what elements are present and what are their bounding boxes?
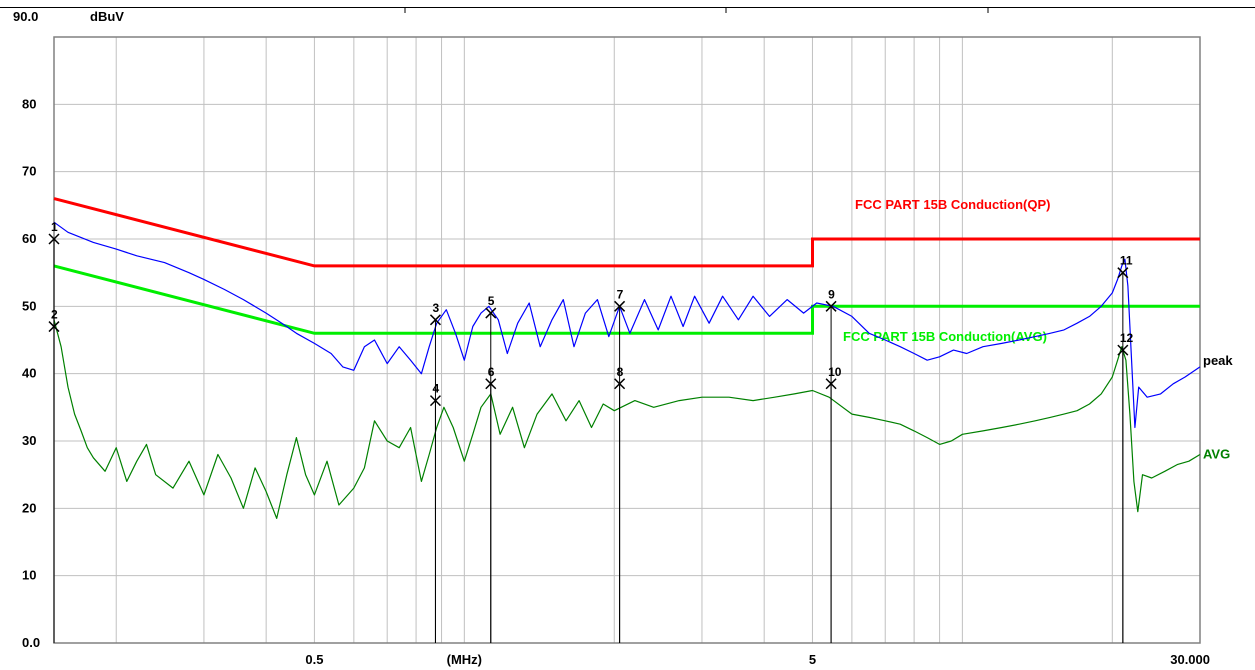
- marker-cross: [825, 378, 837, 390]
- limit-line: [53, 197, 1200, 268]
- marker-cross: [1117, 267, 1129, 279]
- y-tick-labels: 0.0 10 20 30 40 50 60 70 80 90.0: [13, 9, 40, 650]
- y-tick-label: 40: [22, 366, 36, 381]
- x-tick-label: 5: [809, 652, 816, 667]
- marker-label: 12: [1120, 331, 1134, 345]
- limit-line-label: FCC PART 15B Conduction(AVG): [843, 329, 1047, 344]
- y-tick-label: 20: [22, 500, 36, 515]
- x-tick-label: 0.5: [305, 652, 323, 667]
- marker-cross: [614, 378, 626, 390]
- trace-label: AVG: [1203, 446, 1230, 461]
- marker-cross: [48, 233, 60, 245]
- limit-lines: FCC PART 15B Conduction(QP) FCC PART 15B …: [53, 197, 1200, 344]
- y-tick-label: 50: [22, 298, 36, 313]
- marker-cross: [1117, 344, 1129, 356]
- marker-label: 2: [51, 308, 58, 322]
- trace-line: [53, 319, 1201, 520]
- y-tick-label: 0.0: [22, 635, 40, 650]
- y-tick-label: 10: [22, 568, 36, 583]
- marker-label: 10: [828, 365, 842, 379]
- marker-cross: [614, 300, 626, 312]
- marker-cross: [429, 395, 441, 407]
- marker-label: 11: [1120, 254, 1133, 268]
- marker-label: 6: [488, 365, 495, 379]
- x-tick-label: (MHz): [447, 652, 482, 667]
- limit-line: [53, 264, 1200, 335]
- marker-cross: [485, 378, 497, 390]
- y-tick-label: 90.0: [13, 9, 38, 24]
- marker-label: 9: [828, 287, 835, 301]
- marker-label: 8: [617, 365, 624, 379]
- marker-cross: [48, 321, 60, 333]
- y-tick-label: 80: [22, 96, 36, 111]
- trace-label: peak: [1203, 353, 1233, 368]
- marker-cross: [825, 300, 837, 312]
- x-tick-labels: 0.5 (MHz) 5 30.000: [305, 652, 1210, 667]
- limit-line-label: FCC PART 15B Conduction(QP): [855, 197, 1050, 212]
- marker-label: 5: [488, 294, 495, 308]
- grid: [54, 37, 1200, 643]
- y-tick-label: 30: [22, 433, 36, 448]
- y-tick-label: 70: [22, 164, 36, 179]
- marker-label: 4: [432, 382, 439, 396]
- marker-label: 1: [51, 220, 58, 234]
- x-tick-label: 30.000: [1170, 652, 1210, 667]
- y-tick-label: 60: [22, 231, 36, 246]
- marker-label: 7: [617, 287, 624, 301]
- y-axis-unit-label: dBuV: [90, 9, 124, 24]
- marker-cross: [485, 307, 497, 319]
- marker-cross: [429, 314, 441, 326]
- traces: peak AVG: [53, 221, 1233, 520]
- header-rule: [0, 0, 1255, 13]
- trace-line: [53, 221, 1201, 429]
- marker-label: 3: [432, 301, 439, 315]
- header-table-lines: [0, 7, 1255, 13]
